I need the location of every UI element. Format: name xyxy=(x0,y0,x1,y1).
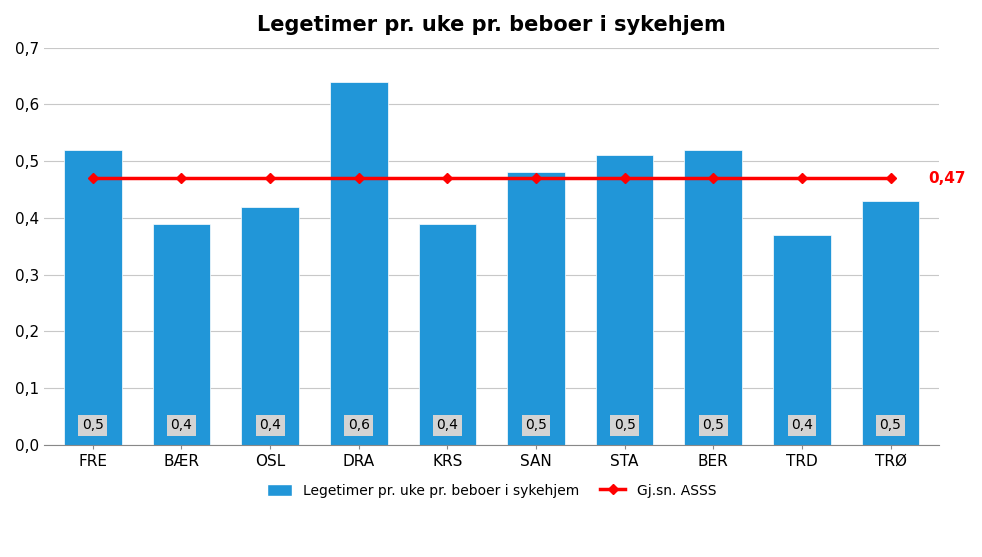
Bar xyxy=(773,235,831,444)
Bar xyxy=(64,150,122,444)
Text: 0,4: 0,4 xyxy=(171,418,192,432)
Bar xyxy=(330,82,388,444)
Bar xyxy=(418,223,476,444)
Bar xyxy=(242,207,299,444)
Text: 0,5: 0,5 xyxy=(525,418,547,432)
Text: 0,5: 0,5 xyxy=(614,418,635,432)
Bar xyxy=(508,173,565,444)
Text: 0,4: 0,4 xyxy=(436,418,459,432)
Title: Legetimer pr. uke pr. beboer i sykehjem: Legetimer pr. uke pr. beboer i sykehjem xyxy=(257,15,726,35)
Bar xyxy=(152,223,210,444)
Text: 0,5: 0,5 xyxy=(880,418,901,432)
Bar xyxy=(862,201,919,444)
Text: 0,6: 0,6 xyxy=(348,418,370,432)
Text: 0,4: 0,4 xyxy=(791,418,813,432)
Text: 0,4: 0,4 xyxy=(259,418,281,432)
Legend: Legetimer pr. uke pr. beboer i sykehjem, Gj.sn. ASSS: Legetimer pr. uke pr. beboer i sykehjem,… xyxy=(262,478,722,504)
Text: 0,5: 0,5 xyxy=(702,418,724,432)
Bar xyxy=(684,150,742,444)
Bar xyxy=(596,155,653,444)
Text: 0,47: 0,47 xyxy=(928,170,965,185)
Text: 0,5: 0,5 xyxy=(82,418,104,432)
